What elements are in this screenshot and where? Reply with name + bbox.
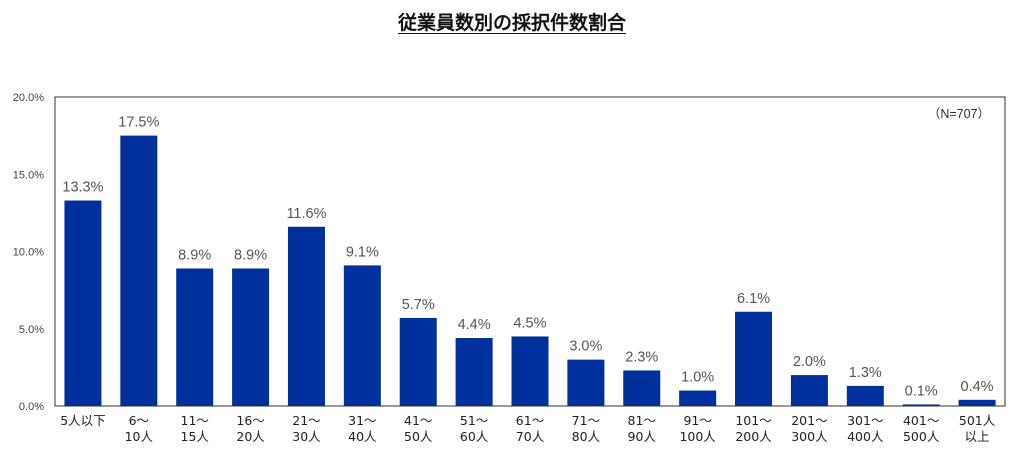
x-tick-label: 70人 bbox=[516, 429, 545, 444]
x-tick-label: 300人 bbox=[791, 429, 828, 444]
x-tick-label: 15人 bbox=[181, 429, 210, 444]
data-label: 5.7% bbox=[402, 297, 435, 313]
x-tick-label: 400人 bbox=[847, 429, 884, 444]
bars bbox=[64, 135, 996, 406]
bar bbox=[287, 226, 325, 406]
x-tick-label: 50人 bbox=[404, 429, 433, 444]
bar bbox=[120, 135, 158, 406]
x-tick-label: 101～ bbox=[735, 413, 771, 428]
bar bbox=[679, 390, 717, 406]
x-tick-label: 501人 bbox=[959, 413, 996, 428]
y-tick-label: 20.0% bbox=[13, 92, 44, 104]
x-axis-labels: 5人以下 6～10人 11～15人 16～20人 21～30人 31～40人 41～50人 5… bbox=[60, 413, 996, 444]
x-tick-label: 81～ bbox=[628, 413, 656, 428]
x-tick-label: 91～ bbox=[683, 413, 711, 428]
bar bbox=[846, 385, 884, 406]
bar bbox=[623, 370, 661, 406]
data-label: 8.9% bbox=[234, 247, 267, 263]
data-label: 8.9% bbox=[178, 247, 211, 263]
x-tick-label: 11～ bbox=[181, 413, 209, 428]
x-tick-label: 31～ bbox=[348, 413, 376, 428]
bar bbox=[567, 359, 605, 406]
x-tick-label: 201～ bbox=[791, 413, 827, 428]
bar bbox=[790, 375, 828, 406]
data-label: 3.0% bbox=[569, 339, 602, 355]
data-label: 0.4% bbox=[961, 379, 994, 395]
x-tick-label: 61～ bbox=[516, 413, 544, 428]
y-tick-label: 5.0% bbox=[19, 324, 44, 336]
x-tick-label: 40人 bbox=[348, 429, 377, 444]
y-tick-label: 10.0% bbox=[13, 247, 44, 259]
x-tick-label: 51～ bbox=[460, 413, 488, 428]
x-tick-label: 90人 bbox=[628, 429, 657, 444]
x-tick-label: 21～ bbox=[292, 413, 320, 428]
bar bbox=[399, 317, 437, 406]
data-label: 1.3% bbox=[849, 365, 882, 381]
data-labels: 13.3% 17.5% 8.9% 8.9% 11.6% 9.1% 5.7% 4.4% 4.5% 3… bbox=[62, 115, 993, 400]
x-tick-label: 200人 bbox=[735, 429, 772, 444]
x-tick-label: 20人 bbox=[236, 429, 265, 444]
bar bbox=[232, 268, 270, 406]
x-tick-label: 41～ bbox=[404, 413, 432, 428]
data-label: 2.3% bbox=[625, 349, 658, 365]
bar bbox=[455, 338, 493, 406]
data-label: 2.0% bbox=[793, 354, 826, 370]
x-tick-label: 6～ bbox=[129, 413, 149, 428]
bar bbox=[511, 336, 549, 406]
data-label: 1.0% bbox=[681, 370, 714, 386]
x-tick-label: 30人 bbox=[292, 429, 321, 444]
bar bbox=[343, 265, 381, 406]
x-tick-label: 401～ bbox=[903, 413, 939, 428]
data-label: 9.1% bbox=[346, 244, 379, 260]
bar bbox=[902, 404, 940, 406]
x-tick-label: 5人以下 bbox=[60, 413, 105, 428]
data-label: 17.5% bbox=[118, 115, 159, 131]
bar bbox=[958, 399, 996, 406]
data-label: 0.1% bbox=[905, 383, 938, 399]
data-label: 4.5% bbox=[513, 315, 546, 331]
x-tick-label: 100人 bbox=[679, 429, 716, 444]
y-tick-label: 15.0% bbox=[13, 169, 44, 181]
x-tick-label: 10人 bbox=[125, 429, 154, 444]
x-tick-label: 80人 bbox=[572, 429, 601, 444]
data-label: 11.6% bbox=[286, 206, 326, 222]
x-tick-label: 500人 bbox=[903, 429, 940, 444]
x-tick-label: 301～ bbox=[847, 413, 883, 428]
data-label: 13.3% bbox=[62, 180, 103, 196]
sample-size-note: （N=707） bbox=[928, 107, 990, 121]
x-tick-label: 以上 bbox=[965, 429, 990, 444]
x-tick-label: 16～ bbox=[236, 413, 264, 428]
x-tick-label: 71～ bbox=[572, 413, 600, 428]
y-axis: 0.0% 5.0% 10.0% 15.0% 20.0% bbox=[13, 92, 44, 413]
data-label: 6.1% bbox=[737, 291, 770, 307]
y-tick-label: 0.0% bbox=[19, 401, 44, 413]
chart-title: 従業員数別の採択件数割合 bbox=[397, 12, 626, 34]
x-tick-label: 60人 bbox=[460, 429, 489, 444]
bar bbox=[735, 311, 773, 406]
bar bbox=[176, 268, 214, 406]
data-label: 4.4% bbox=[458, 317, 491, 333]
bar bbox=[64, 200, 102, 406]
